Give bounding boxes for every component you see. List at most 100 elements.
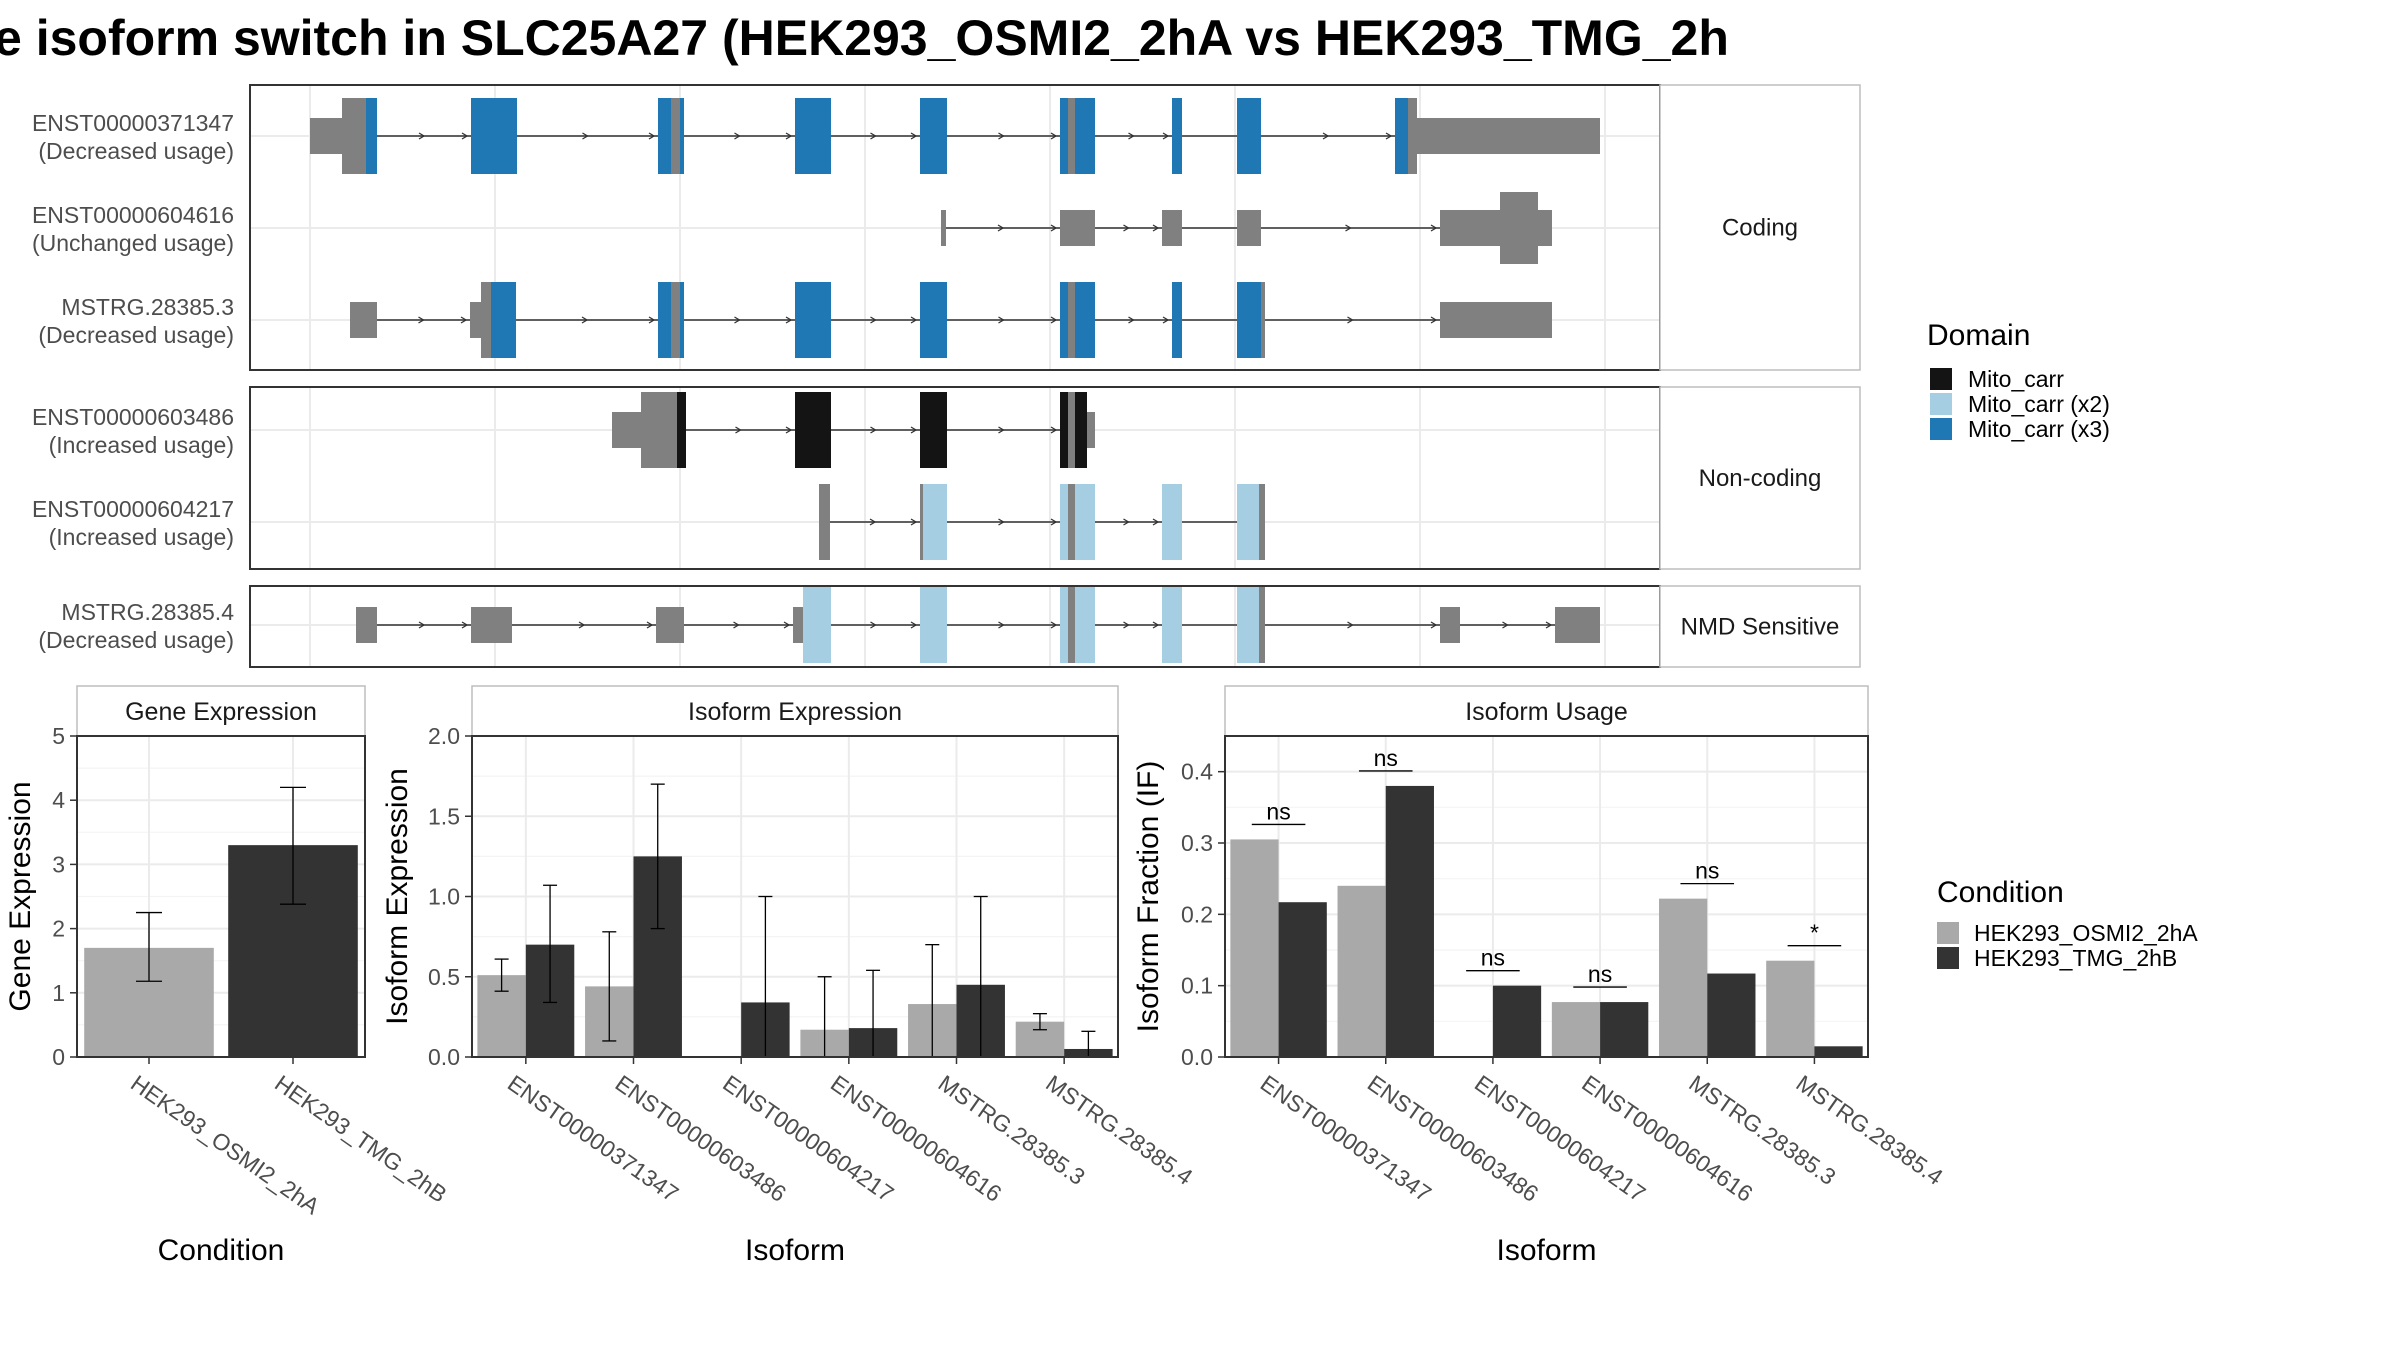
exon-block — [920, 484, 923, 560]
bar — [1814, 1046, 1862, 1057]
domain-exon-block — [1162, 484, 1182, 560]
y-tick-label: 5 — [52, 723, 65, 749]
y-tick-label: 1.5 — [428, 803, 460, 829]
domain-exon-block — [680, 98, 684, 174]
domain-exon-block — [366, 98, 377, 174]
y-tick-label: 0.0 — [1181, 1044, 1213, 1070]
domain-exon-block — [795, 282, 831, 358]
bar — [1493, 986, 1541, 1057]
y-axis-title: Isoform Expression — [381, 768, 414, 1025]
domain-exon-block — [677, 392, 686, 468]
y-tick-label: 1.0 — [428, 884, 460, 910]
domain-exon-block — [1075, 484, 1095, 560]
exon-block — [941, 210, 946, 246]
y-tick-label: 4 — [52, 787, 65, 813]
domain-legend-label: Mito_carr (x2) — [1968, 391, 2110, 417]
condition-legend-label: HEK293_OSMI2_2hA — [1974, 920, 2198, 946]
exon-block — [671, 282, 680, 358]
bar — [1659, 899, 1707, 1057]
y-tick-label: 3 — [52, 851, 65, 877]
exon-block — [350, 302, 377, 338]
domain-exon-block — [1075, 392, 1087, 468]
exon-block — [1555, 607, 1600, 643]
domain-exon-block — [1237, 484, 1259, 560]
domain-exon-block — [1172, 282, 1182, 358]
domain-exon-block — [795, 392, 831, 468]
domain-exon-block — [491, 282, 516, 358]
domain-legend-swatch — [1930, 418, 1952, 440]
domain-exon-block — [1060, 98, 1068, 174]
panel-title: Gene Expression — [125, 698, 317, 726]
panel-title: Isoform Usage — [1465, 698, 1628, 726]
exon-block — [1087, 412, 1095, 448]
condition-legend-swatch — [1937, 922, 1959, 944]
domain-exon-block — [1237, 98, 1261, 174]
domain-exon-block — [920, 282, 947, 358]
domain-legend-title: Domain — [1927, 319, 2030, 352]
exon-block — [1259, 484, 1265, 560]
exon-block — [1259, 587, 1265, 663]
x-tick-label: ENST00000604616 — [1577, 1070, 1757, 1207]
isoform-id-label: ENST00000604217 — [32, 496, 234, 522]
isoform-usage-label: (Decreased usage) — [38, 322, 234, 348]
isoform-expression-panel: Isoform Expression0.00.51.01.52.0ENST000… — [381, 686, 1198, 1267]
exon-block — [1440, 607, 1460, 643]
exon-block — [1068, 587, 1075, 663]
y-axis-title: Isoform Fraction (IF) — [1132, 761, 1165, 1033]
exon-block — [671, 98, 680, 174]
y-axis-title: Gene Expression — [4, 781, 37, 1011]
domain-exon-block — [658, 98, 671, 174]
exon-block — [1068, 392, 1075, 468]
significance-label: ns — [1481, 945, 1505, 971]
condition-legend-label: HEK293_TMG_2hB — [1974, 945, 2177, 971]
domain-exon-block — [1075, 282, 1095, 358]
y-tick-label: 2.0 — [428, 723, 460, 749]
y-tick-label: 2 — [52, 916, 65, 942]
domain-exon-block — [803, 587, 831, 663]
isoform-usage-panel: Isoform Usage0.00.10.20.30.4nsnsnsnsns*E… — [1132, 686, 1948, 1267]
exon-block — [1538, 210, 1552, 246]
domain-exon-block — [1237, 282, 1261, 358]
exon-block — [481, 282, 491, 358]
domain-exon-block — [658, 282, 671, 358]
exon-block — [1261, 282, 1265, 358]
isoform-usage-label: (Unchanged usage) — [32, 230, 234, 256]
x-axis-title: Condition — [158, 1234, 285, 1267]
y-tick-label: 0.0 — [428, 1044, 460, 1070]
y-tick-label: 0.5 — [428, 964, 460, 990]
isoform-usage-label: (Increased usage) — [49, 524, 234, 550]
bar — [1230, 839, 1278, 1057]
domain-exon-block — [471, 98, 517, 174]
exon-block — [1440, 302, 1552, 338]
domain-exon-block — [680, 282, 684, 358]
isoform-id-label: MSTRG.28385.4 — [61, 599, 234, 625]
isoform-id-label: ENST00000603486 — [32, 404, 234, 430]
domain-exon-block — [1060, 282, 1068, 358]
domain-exon-block — [920, 392, 947, 468]
structure-group-label: Non-coding — [1699, 465, 1822, 492]
exon-block — [1060, 210, 1095, 246]
condition-legend-title: Condition — [1937, 876, 2064, 909]
domain-exon-block — [920, 98, 947, 174]
significance-label: ns — [1374, 745, 1398, 771]
isoform-usage-label: (Decreased usage) — [38, 627, 234, 653]
domain-legend-swatch — [1930, 393, 1952, 415]
exon-block — [1412, 118, 1600, 154]
isoform-id-label: ENST00000371347 — [32, 110, 234, 136]
exon-block — [471, 607, 512, 643]
figure-title: e isoform switch in SLC25A27 (HEK293_OSM… — [0, 10, 1729, 66]
domain-legend-swatch — [1930, 368, 1952, 390]
isoform-usage-label: (Decreased usage) — [38, 138, 234, 164]
x-axis-title: Isoform — [1496, 1234, 1596, 1267]
structure-group-label: Coding — [1722, 215, 1798, 242]
bar — [1386, 786, 1434, 1057]
exon-block — [356, 607, 377, 643]
bar — [1600, 1002, 1648, 1057]
exon-block — [342, 98, 366, 174]
domain-exon-block — [1162, 587, 1182, 663]
domain-exon-block — [1075, 98, 1095, 174]
significance-label: ns — [1266, 798, 1290, 824]
